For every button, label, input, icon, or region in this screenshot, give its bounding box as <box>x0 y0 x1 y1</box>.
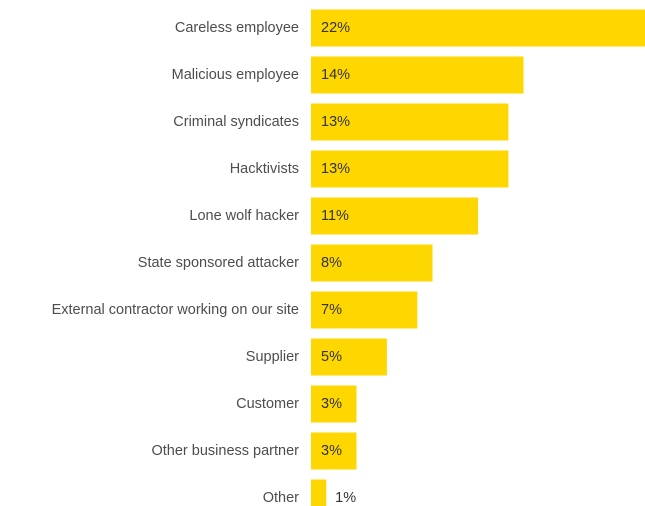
value-label-hacktivists: 13% <box>321 161 350 177</box>
value-label-other-business-partner: 3% <box>321 443 342 459</box>
value-label-external-contractor-working-on-our-site: 7% <box>321 302 342 318</box>
value-labels: 22% 14% 13% 13% 11% 8% 7% 5% 3% 3% 1% <box>321 20 356 506</box>
value-label-careless-employee: 22% <box>321 20 350 36</box>
bar-other-business-partner <box>311 432 357 470</box>
bar-state-sponsored-attacker <box>311 244 433 282</box>
bar-external-contractor-working-on-our-site <box>311 291 418 329</box>
category-label-external-contractor-working-on-our-site: External contractor working on our site <box>52 302 299 318</box>
bar-careless-employee <box>311 9 645 47</box>
category-label-state-sponsored-attacker: State sponsored attacker <box>138 255 299 271</box>
category-label-customer: Customer <box>236 396 299 412</box>
value-label-other: 1% <box>335 490 356 506</box>
category-label-lone-wolf-hacker: Lone wolf hacker <box>189 208 299 224</box>
category-label-supplier: Supplier <box>246 349 299 365</box>
value-label-customer: 3% <box>321 396 342 412</box>
bar-other <box>311 479 327 506</box>
category-label-other-business-partner: Other business partner <box>152 443 300 459</box>
category-labels: Careless employee Malicious employee Crimi… <box>52 20 300 506</box>
value-label-supplier: 5% <box>321 349 342 365</box>
category-label-hacktivists: Hacktivists <box>230 161 299 177</box>
value-label-state-sponsored-attacker: 8% <box>321 255 342 271</box>
value-label-lone-wolf-hacker: 11% <box>321 208 349 224</box>
value-label-malicious-employee: 14% <box>321 67 350 83</box>
bar-supplier <box>311 338 387 376</box>
category-label-other: Other <box>263 490 299 506</box>
bar-hacktivists <box>311 150 509 188</box>
category-label-criminal-syndicates: Criminal syndicates <box>173 114 299 130</box>
bar-malicious-employee <box>311 56 524 94</box>
bar-customer <box>311 385 357 423</box>
category-label-careless-employee: Careless employee <box>175 20 299 36</box>
bar-lone-wolf-hacker <box>311 197 478 235</box>
category-label-malicious-employee: Malicious employee <box>172 67 299 83</box>
bars <box>311 9 645 506</box>
bar-criminal-syndicates <box>311 103 509 141</box>
value-label-criminal-syndicates: 13% <box>321 114 350 130</box>
